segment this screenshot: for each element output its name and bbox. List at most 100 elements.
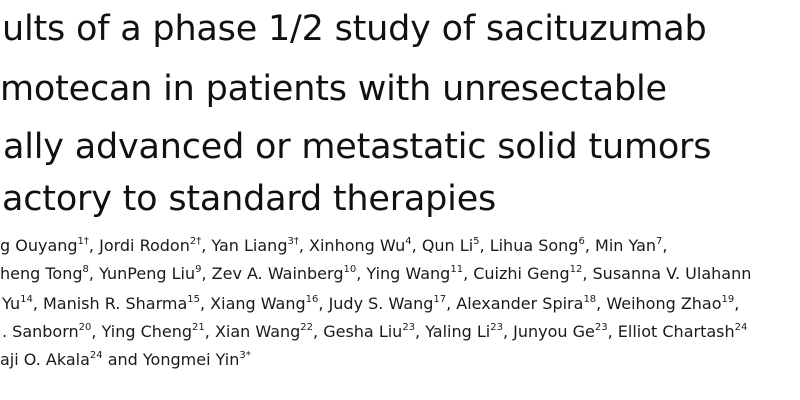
author-name-text: Yaling Li [425,322,491,341]
author-separator: , [502,322,514,341]
author-line: aji O. Akala24 and Yongmei Yin3* [0,350,251,369]
author-name-text: Min Yan [595,236,657,255]
affiliation-marker: 24 [89,350,103,361]
affiliation-marker: 12 [569,264,583,275]
author-name-text: Ying Wang [366,264,451,283]
author-name-text: Qun Li [421,236,474,255]
author-line: heng Tong8, YunPeng Liu9, Zev A. Wainber… [0,264,752,283]
author-name: heng Tong8 [0,264,89,283]
author-name-text: Ying Cheng [101,322,193,341]
author-name: aji O. Akala24 [0,350,103,369]
author-name-text: Yu [2,294,21,313]
affiliation-marker: 18 [583,294,597,305]
author-separator: , [204,322,215,341]
author-separator: , [584,236,596,255]
author-name: Judy S. Wang17 [329,294,447,313]
author-separator: , [199,294,211,313]
author-name: Min Yan7 [595,236,662,255]
author-name-text: aji O. Akala [0,350,90,369]
author-name-text: Judy S. Wang [328,294,434,313]
affiliation-marker: 9 [195,264,202,275]
author-name-text: . Sanborn [2,322,79,341]
author-separator: , [201,264,212,283]
affiliation-marker: 7 [656,236,663,247]
author-name: Jordi Rodon2† [99,236,201,255]
title-line: ally advanced or metastatic solid tumors [3,127,712,167]
author-separator: , [318,294,329,313]
author-name: Yaling Li23 [425,322,503,341]
author-separator: , [32,294,43,313]
affiliation-marker: 10 [343,264,357,275]
affiliation-marker: 20 [78,322,92,333]
affiliation-marker: 8 [82,264,89,275]
author-name: Zev A. Wainberg10 [212,264,357,283]
author-separator: , [446,294,457,313]
author-name: Yu14 [2,294,33,313]
author-name-text: YunPeng Liu [99,264,196,283]
title-line: ults of a phase 1/2 study of sacituzumab [2,9,707,49]
author-separator: , [356,264,367,283]
author-separator: , [662,236,668,255]
author-name-text: Gesha Liu [323,322,403,341]
author-name: Xinhong Wu4 [309,236,412,255]
affiliation-marker: 3* [239,350,251,361]
affiliation-marker: 3† [287,236,299,247]
author-name: Qun Li5 [422,236,480,255]
title-line: actory to standard therapies [2,179,497,219]
author-separator: , [582,264,593,283]
author-separator: , [479,236,490,255]
affiliation-marker: 23 [402,322,416,333]
author-separator: , [607,322,618,341]
affiliation-marker: 11 [450,264,464,275]
author-separator: , [88,236,100,255]
author-name-text: Xian Wang [214,322,301,341]
affiliation-marker: 15 [187,294,200,305]
affiliation-marker: 1† [77,236,89,247]
affiliation-marker: 14 [20,294,33,305]
author-line: Yu14, Manish R. Sharma15, Xiang Wang16, … [2,294,740,313]
affiliation-marker: 5 [473,236,480,247]
author-name-text: Jordi Rodon [99,236,190,255]
author-name-text: Lihua Song [489,236,579,255]
author-name-text: Weihong Zhao [606,294,722,313]
author-separator: , [596,294,607,313]
affiliation-marker: 19 [721,294,735,305]
author-name: g Ouyang1† [0,236,89,255]
author-separator: , [313,322,324,341]
affiliation-marker: 16 [305,294,319,305]
author-name: Manish R. Sharma15 [43,294,200,313]
author-name-text: Manish R. Sharma [42,294,188,313]
author-name: Elliot Chartash24 [618,322,748,341]
affiliation-marker: 22 [300,322,314,333]
author-separator: and [102,350,143,369]
author-name-text: Cuizhi Geng [473,264,570,283]
author-name: Susanna V. Ulahann [593,264,752,283]
affiliation-marker: 23 [594,322,608,333]
author-name: Xian Wang22 [215,322,313,341]
author-separator: , [411,236,422,255]
affiliation-marker: 21 [192,322,205,333]
author-name: Alexander Spira18 [456,294,596,313]
affiliation-marker: 23 [490,322,503,333]
author-separator: , [463,264,474,283]
author-line: . Sanborn20, Ying Cheng21, Xian Wang22, … [2,322,748,341]
affiliation-marker: 17 [433,294,447,305]
author-name: Xiang Wang16 [210,294,318,313]
author-separator: , [91,322,102,341]
author-separator: , [734,294,740,313]
author-name: Junyou Ge23 [513,322,607,341]
affiliation-marker: 24 [734,322,748,333]
author-separator: , [201,236,212,255]
author-name-text: Yan Liang [211,236,288,255]
author-name-text: Alexander Spira [456,294,584,313]
author-name-text: Elliot Chartash [617,322,735,341]
author-name: Cuizhi Geng12 [473,264,582,283]
author-separator: , [88,264,100,283]
author-name: Lihua Song6 [490,236,585,255]
affiliation-marker: 6 [578,236,585,247]
author-name-text: Xiang Wang [210,294,306,313]
author-name-text: Zev A. Wainberg [211,264,344,283]
author-name-text: Junyou Ge [513,322,595,341]
affiliation-marker: 2† [189,236,202,247]
author-name: YunPeng Liu9 [99,264,201,283]
